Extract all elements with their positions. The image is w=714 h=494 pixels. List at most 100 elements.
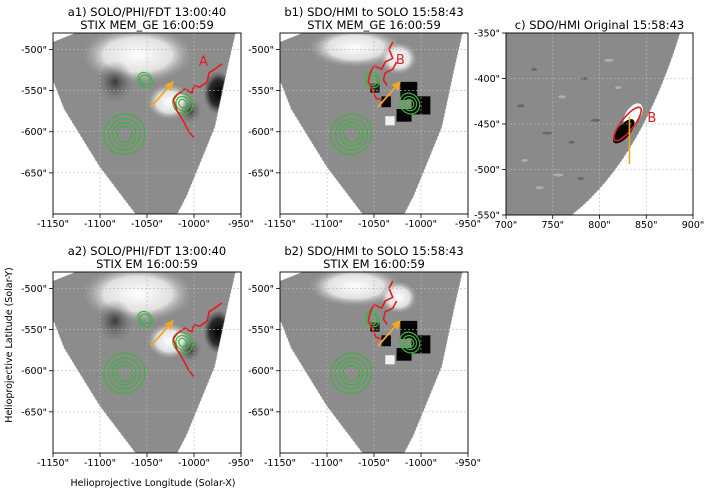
panel-subtitle: STIX EM 16:00:59 <box>323 257 425 271</box>
flux-rope-trace <box>172 63 223 139</box>
panel-subtitle: STIX MEM_GE 16:00:59 <box>80 18 214 32</box>
stix-contour <box>330 352 373 395</box>
stix-contour <box>343 364 360 382</box>
panel-a2: -1150" -1100" -1050" -1000" -950" -500" -550" -… <box>21 244 254 469</box>
stix-contour <box>399 331 421 354</box>
stix-contour <box>178 337 188 348</box>
negative-polarity-region <box>381 96 391 108</box>
texture-speckle <box>577 177 584 181</box>
texture-speckle <box>553 173 564 177</box>
texture-speckle <box>603 58 614 62</box>
y-tick-label: -550" <box>21 325 47 336</box>
region-label: A <box>199 55 208 70</box>
direction-arrow <box>150 80 174 108</box>
y-tick-label: -650" <box>21 407 47 418</box>
axes-frame <box>52 271 242 454</box>
dark-filament-region <box>96 60 134 104</box>
axes-frame <box>505 32 694 216</box>
negative-polarity-region <box>396 348 412 361</box>
direction-arrow <box>377 80 401 108</box>
panel-b2: -1150" -1100" -1050" -1000" -950" -500" -550" -… <box>248 244 481 469</box>
region-label: B <box>647 111 656 126</box>
stix-contour <box>108 118 141 151</box>
y-tick-label: -550" <box>248 325 274 336</box>
y-tick-label: -600" <box>248 366 274 377</box>
x-tick-label: -1100" <box>84 458 116 469</box>
panel-title: a2) SOLO/PHI/FDT 13:00:40 <box>68 244 226 258</box>
x-tick-label: -1000" <box>178 219 210 230</box>
texture-speckle <box>535 186 544 190</box>
stix-contour <box>175 334 191 351</box>
positive-polarity-region <box>308 33 403 68</box>
x-tick-label: -1050" <box>358 458 390 469</box>
stix-contour <box>335 118 368 151</box>
texture-speckle <box>521 158 528 162</box>
texture-speckle <box>531 67 538 71</box>
x-tick-label: -1100" <box>311 219 343 230</box>
texture-speckle <box>558 95 567 99</box>
negative-polarity-region <box>400 320 418 339</box>
x-tick-label: -950" <box>455 219 481 230</box>
y-tick-label: -450" <box>474 120 500 131</box>
texture-speckle <box>568 140 575 144</box>
x-tick-label: -1100" <box>84 219 116 230</box>
direction-arrow <box>150 319 174 347</box>
y-tick-label: -500" <box>21 45 47 56</box>
x-tick-label: -1000" <box>405 219 437 230</box>
negative-polarity-region <box>370 322 380 332</box>
stix-contour <box>364 71 380 89</box>
texture-speckle <box>580 77 589 80</box>
y-tick-label: -500" <box>248 284 274 295</box>
x-tick-label: 850" <box>635 220 658 231</box>
texture-speckle <box>516 104 525 108</box>
negative-polarity-region <box>396 109 412 122</box>
stix-contour <box>405 98 415 109</box>
stix-contour <box>139 74 151 86</box>
x-tick-label: -1150" <box>264 458 296 469</box>
panel-a1: A -1150" -1100" -1050" -1000" -950" -500" -550"… <box>21 5 254 230</box>
flux-rope-trace <box>172 302 223 378</box>
panel-title: c) SDO/HMI Original 15:58:43 <box>515 18 684 32</box>
stix-contour <box>402 95 418 112</box>
y-axis-label: Helioprojective Latitude (Solar-Y) <box>4 267 15 422</box>
y-tick-label: -500" <box>474 165 500 176</box>
y-tick-label: -550" <box>21 86 47 97</box>
flux-rope-trace <box>613 106 642 142</box>
flux-rope-trace <box>382 61 398 86</box>
y-tick-label: -650" <box>248 407 274 418</box>
region-label: B <box>396 53 405 68</box>
x-tick-label: -1050" <box>358 219 390 230</box>
positive-polarity-region <box>385 116 395 126</box>
stix-contour <box>116 125 133 143</box>
x-tick-label: -1100" <box>311 458 343 469</box>
negative-polarity-region <box>381 335 391 347</box>
y-tick-label: -650" <box>21 168 47 179</box>
stix-contour <box>339 361 364 386</box>
positive-polarity-region <box>379 281 418 314</box>
y-tick-label: -600" <box>21 366 47 377</box>
stix-contour <box>178 98 188 109</box>
y-tick-label: -550" <box>474 211 500 222</box>
stix-contour <box>402 334 418 351</box>
y-tick-label: -350" <box>474 29 500 40</box>
stix-contour <box>405 337 415 348</box>
limb-edge <box>571 32 681 216</box>
stix-contour <box>103 113 146 156</box>
stix-contour <box>399 92 421 115</box>
negative-polarity-region <box>370 83 380 93</box>
axes-frame <box>279 271 469 454</box>
x-tick-label: 700" <box>495 220 518 231</box>
flux-rope-trace <box>382 300 398 325</box>
stix-contour <box>137 310 153 328</box>
x-tick-label: -1050" <box>131 219 163 230</box>
panel-subtitle: STIX MEM_GE 16:00:59 <box>307 18 441 32</box>
panel-title: a1) SOLO/PHI/FDT 13:00:40 <box>68 5 226 19</box>
x-tick-label: -1150" <box>264 219 296 230</box>
x-tick-label: -1150" <box>37 458 69 469</box>
panel-title: b1) SDO/HMI to SOLO 15:58:43 <box>284 5 463 19</box>
panel-title: b2) SDO/HMI to SOLO 15:58:43 <box>284 244 463 258</box>
stix-contour <box>139 313 151 325</box>
texture-speckle <box>615 86 622 90</box>
texture-speckle <box>590 118 601 122</box>
x-tick-label: -1050" <box>131 458 163 469</box>
